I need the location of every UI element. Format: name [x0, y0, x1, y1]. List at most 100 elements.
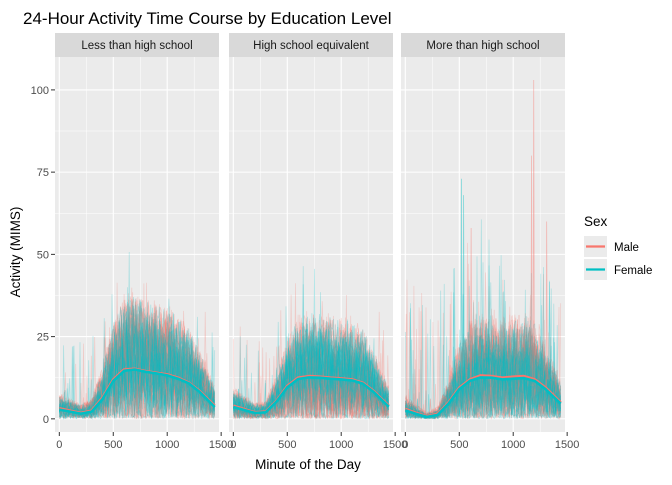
x-tick-label: 1500	[383, 439, 407, 451]
x-tick-label: 0	[56, 439, 62, 451]
activity-spike	[462, 195, 465, 386]
activity-trace	[232, 348, 390, 418]
chart-title: 24-Hour Activity Time Course by Educatio…	[23, 9, 392, 28]
activity-trace	[405, 292, 562, 419]
activity-trace	[58, 336, 216, 419]
activity-trace	[232, 340, 390, 417]
activity-trace	[232, 314, 389, 413]
activity-trace	[59, 349, 215, 420]
smooth-line-female	[404, 376, 562, 419]
activity-trace	[58, 332, 216, 418]
activity-trace	[404, 328, 562, 420]
legend-label: Female	[614, 265, 652, 277]
activity-trace	[58, 299, 216, 414]
x-tick-label: 1000	[501, 439, 525, 451]
y-tick-label: 50	[37, 249, 49, 261]
activity-trace	[232, 363, 390, 420]
facet-strip	[229, 33, 393, 57]
activity-trace	[405, 272, 561, 419]
activity-trace	[232, 369, 390, 420]
activity-trace	[232, 311, 389, 413]
x-tick-label: 1500	[209, 439, 233, 451]
y-tick-label: 25	[37, 332, 49, 344]
facet-strip-label: More than high school	[426, 40, 539, 52]
activity-trace	[59, 324, 216, 418]
activity-trace	[58, 365, 215, 420]
activity-trace	[58, 318, 216, 415]
facet-panel: High school equivalent 0 500 1000 1500	[229, 33, 407, 451]
activity-trace	[58, 330, 216, 417]
activity-trace	[232, 347, 390, 420]
activity-trace	[58, 306, 216, 420]
activity-trace	[58, 318, 216, 417]
activity-trace	[405, 300, 562, 417]
activity-trace	[232, 346, 390, 419]
activity-trace	[405, 273, 562, 418]
activity-trace	[404, 314, 562, 417]
activity-trace	[58, 308, 216, 414]
activity-trace	[232, 316, 390, 414]
y-axis-title: Activity (MIMS)	[8, 207, 23, 298]
activity-trace	[232, 294, 390, 413]
legend-title: Sex	[584, 214, 608, 229]
facet-strip-label: Less than high school	[81, 40, 192, 52]
activity-trace	[404, 294, 562, 417]
activity-trace	[232, 345, 390, 420]
y-tick-label: 75	[37, 167, 49, 179]
x-tick-label: 500	[450, 439, 468, 451]
activity-spike	[545, 221, 548, 386]
activity-trace	[58, 320, 216, 416]
activity-trace	[233, 284, 390, 417]
activity-spike	[530, 155, 533, 386]
activity-trace	[59, 333, 216, 418]
activity-trace	[232, 352, 390, 420]
activity-trace	[232, 333, 390, 420]
activity-trace	[404, 334, 562, 420]
activity-trace	[232, 330, 389, 418]
activity-trace	[58, 331, 216, 418]
activity-trace	[58, 333, 216, 419]
activity-trace	[58, 299, 215, 413]
activity-trace	[233, 340, 390, 417]
activity-trace	[58, 292, 215, 413]
activity-trace	[58, 293, 215, 412]
activity-trace	[232, 339, 390, 420]
activity-spike	[470, 228, 473, 386]
activity-trace	[404, 279, 562, 420]
activity-trace	[233, 358, 389, 420]
activity-trace	[232, 268, 390, 416]
facet-strip	[55, 33, 219, 57]
activity-spike	[460, 178, 463, 386]
activity-trace	[58, 297, 216, 414]
y-tick-label: 0	[43, 414, 49, 426]
activity-trace	[59, 306, 216, 414]
activity-trace	[232, 313, 390, 416]
activity-trace	[232, 341, 390, 419]
activity-trace	[404, 314, 562, 419]
activity-trace	[405, 255, 561, 419]
activity-trace	[404, 304, 562, 419]
facet-strip	[401, 33, 565, 57]
activity-trace	[404, 312, 562, 418]
smooth-line-female	[232, 376, 390, 415]
legend-items: Male Female	[584, 236, 652, 280]
y-tick-label: 100	[31, 85, 49, 97]
activity-spike	[532, 80, 535, 386]
activity-trace	[233, 335, 390, 416]
activity-trace	[233, 343, 390, 418]
activity-trace	[232, 352, 389, 420]
activity-trace	[58, 342, 216, 420]
x-tick-label: 0	[230, 439, 236, 451]
activity-trace	[58, 305, 216, 415]
facet-panel: More than high school 0 500 1000 1500	[401, 33, 579, 451]
activity-trace	[232, 353, 390, 419]
activity-trace	[232, 365, 389, 420]
activity-trace	[58, 333, 216, 419]
activity-trace	[232, 317, 390, 413]
x-tick-label: 1500	[555, 439, 579, 451]
x-tick-label: 0	[402, 439, 408, 451]
activity-trace	[58, 316, 216, 415]
activity-trace	[405, 256, 562, 420]
activity-trace	[58, 331, 216, 418]
